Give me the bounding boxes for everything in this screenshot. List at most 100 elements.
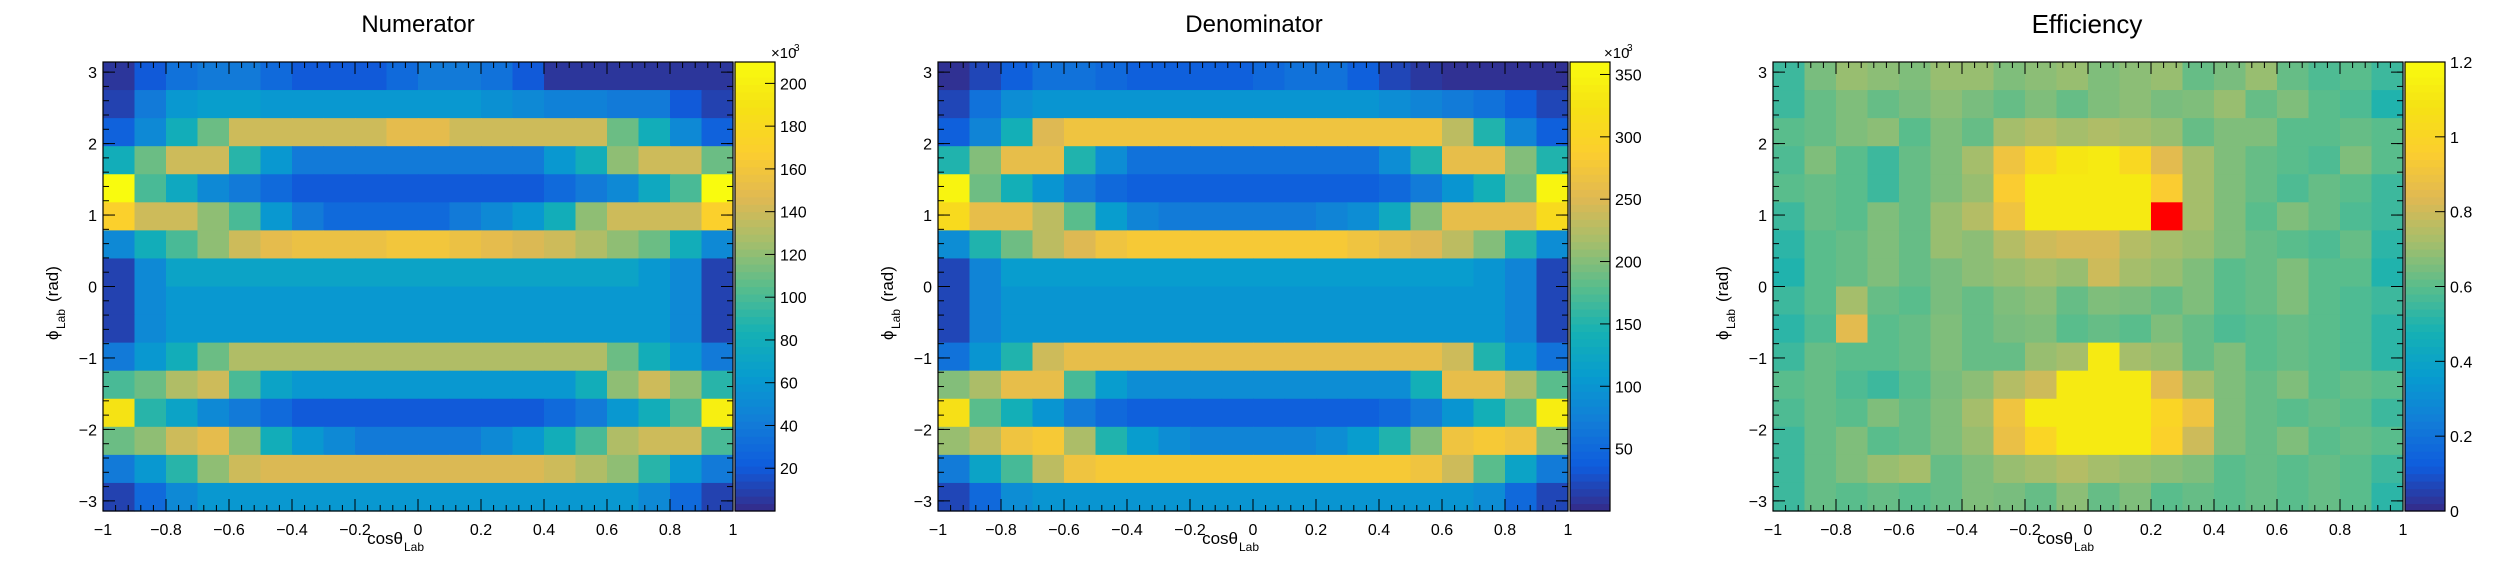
efficiency-cell <box>2056 342 2089 372</box>
denominator-cell <box>1064 146 1097 175</box>
denominator-cell <box>1316 174 1349 203</box>
denominator-cell <box>969 482 1002 512</box>
denominator-colorbar-segment <box>1570 69 1610 78</box>
numerator-cell <box>197 230 230 260</box>
efficiency-cell <box>2340 454 2373 484</box>
denominator-cell <box>1473 482 1506 512</box>
efficiency-colorbar-segment <box>2405 503 2445 512</box>
denominator-colorbar-segment <box>1570 406 1610 415</box>
numerator-panel: Numerator −1 −0.8 −0.6 −0.4 −0.2 0 0.2 0.4 0.6 0.… <box>43 11 807 554</box>
denominator-colorbar-segment <box>1570 301 1610 310</box>
denominator-cell <box>1379 314 1412 344</box>
numerator-colorbar-segment <box>735 144 775 153</box>
numerator-cell <box>481 202 514 231</box>
denominator-y-tick-label: −2 <box>914 422 932 439</box>
denominator-cell <box>1284 118 1317 147</box>
denominator-y-axis-label-unit: (rad) <box>878 266 897 302</box>
efficiency-colorbar-segment <box>2405 121 2445 130</box>
numerator-cell <box>197 314 230 344</box>
denominator-x-tick-label: 0 <box>1249 522 1258 539</box>
numerator-cell <box>323 482 356 512</box>
efficiency-colorbar-segment <box>2405 398 2445 407</box>
efficiency-cell <box>2277 286 2310 316</box>
numerator-cell <box>197 90 230 119</box>
denominator-cell <box>969 314 1002 344</box>
efficiency-cell <box>1804 286 1837 316</box>
efficiency-cell <box>1804 342 1837 372</box>
denominator-cell <box>938 202 971 231</box>
numerator-colorbar-segment <box>735 226 775 235</box>
efficiency-cell <box>2340 342 2373 372</box>
efficiency-cell <box>1962 174 1995 203</box>
denominator-cell <box>938 90 971 119</box>
numerator-cell <box>260 314 293 344</box>
efficiency-cell <box>2088 426 2121 456</box>
efficiency-cell <box>2245 62 2278 91</box>
numerator-cell <box>323 370 356 400</box>
efficiency-colorbar-segment <box>2405 488 2445 497</box>
efficiency-cell <box>1930 426 1963 456</box>
numerator-colorbar-segment <box>735 249 775 258</box>
denominator-cell <box>1095 314 1128 344</box>
denominator-x-tick-label: −1 <box>929 522 947 539</box>
denominator-cell <box>1379 398 1412 428</box>
numerator-cell <box>418 258 451 288</box>
denominator-cell <box>1221 370 1254 400</box>
numerator-y-tick-label: −1 <box>79 351 97 368</box>
numerator-cell <box>638 454 671 484</box>
numerator-colorbar-segment <box>735 443 775 452</box>
efficiency-y-tick-label: −3 <box>1749 494 1767 511</box>
numerator-cell <box>166 454 199 484</box>
denominator-cell <box>1284 146 1317 175</box>
denominator-cell <box>1347 370 1380 400</box>
efficiency-cell <box>2025 230 2058 260</box>
efficiency-y-axis-label-unit: (rad) <box>1713 266 1732 302</box>
numerator-colorbar-exponent: 3 <box>794 43 800 54</box>
numerator-cell <box>418 118 451 147</box>
efficiency-colorbar-segment <box>2405 428 2445 437</box>
efficiency-cell <box>1962 230 1995 260</box>
numerator-cell <box>103 426 136 456</box>
denominator-cell <box>1158 370 1191 400</box>
denominator-cell <box>1442 174 1475 203</box>
efficiency-cell <box>1836 426 1869 456</box>
numerator-cell <box>134 258 167 288</box>
denominator-cell <box>1064 202 1097 231</box>
denominator-cell <box>1064 342 1097 372</box>
efficiency-cell <box>1836 90 1869 119</box>
numerator-cell <box>449 342 482 372</box>
efficiency-cell <box>1993 426 2026 456</box>
efficiency-cell <box>2151 202 2184 231</box>
efficiency-cell <box>1930 286 1963 316</box>
denominator-cell <box>1190 258 1223 288</box>
numerator-cell <box>292 146 325 175</box>
denominator-colorbar-segment <box>1570 151 1610 160</box>
numerator-y-axis-label-unit: (rad) <box>43 266 62 302</box>
efficiency-cell <box>2088 370 2121 400</box>
efficiency-cell <box>2182 118 2215 147</box>
efficiency-cell <box>2245 454 2278 484</box>
denominator-cell <box>1316 118 1349 147</box>
efficiency-cell <box>2245 258 2278 288</box>
denominator-colorbar-exponent: 3 <box>1627 43 1633 54</box>
numerator-cell <box>260 62 293 91</box>
efficiency-cell <box>1773 258 1806 288</box>
numerator-x-tick-label: 1 <box>729 522 738 539</box>
numerator-cell <box>260 370 293 400</box>
efficiency-cell <box>1867 342 1900 372</box>
denominator-cell <box>1284 62 1317 91</box>
numerator-cell <box>323 90 356 119</box>
numerator-cell <box>166 174 199 203</box>
efficiency-cell <box>2088 398 2121 428</box>
efficiency-cell <box>2277 90 2310 119</box>
efficiency-cell <box>2151 342 2184 372</box>
efficiency-cell <box>2151 482 2184 512</box>
numerator-cell <box>103 398 136 428</box>
efficiency-colorbar-segment <box>2405 99 2445 108</box>
denominator-cell <box>1379 426 1412 456</box>
denominator-cell <box>1001 202 1034 231</box>
denominator-cell <box>1190 370 1223 400</box>
denominator-cell <box>1284 454 1317 484</box>
denominator-cell <box>1347 174 1380 203</box>
